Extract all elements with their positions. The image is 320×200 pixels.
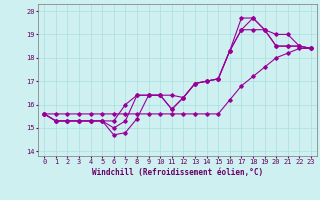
X-axis label: Windchill (Refroidissement éolien,°C): Windchill (Refroidissement éolien,°C)	[92, 168, 263, 177]
